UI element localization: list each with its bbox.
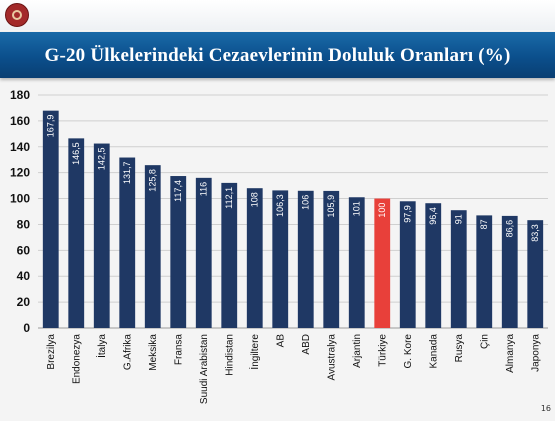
bar (170, 176, 187, 328)
bar-chart: 0 20 40 60 80 100 120 140 160 180 167,9 Brezilya 146… (10, 88, 548, 404)
y-tick-label: 100 (10, 192, 30, 206)
x-tick-label: Avustralya (326, 334, 337, 381)
y-tick-label: 160 (10, 114, 30, 128)
data-label: 108 (250, 192, 260, 207)
bar (450, 210, 467, 328)
bar (42, 110, 59, 328)
x-tick-label: Endonezya (71, 334, 82, 384)
bar (323, 190, 340, 328)
data-label: 142,5 (97, 148, 107, 171)
data-label: 167,9 (46, 115, 56, 138)
bar (246, 188, 263, 328)
ministry-emblem-icon (5, 3, 29, 27)
bar (221, 182, 238, 328)
bar (93, 143, 110, 328)
bar (527, 220, 544, 328)
x-tick-label: Rusya (454, 334, 465, 363)
bar (501, 215, 518, 328)
y-tick-label: 40 (17, 269, 31, 283)
chart-area: 0 20 40 60 80 100 120 140 160 180 167,9 Brezilya 146… (0, 84, 555, 416)
data-label: 105,9 (326, 195, 336, 218)
data-label: 116 (199, 182, 209, 196)
data-label: 112,1 (224, 187, 234, 209)
y-tick-label: 120 (10, 166, 30, 180)
y-tick-label: 0 (23, 321, 30, 335)
bar (119, 157, 136, 328)
bar (476, 215, 493, 328)
top-strip (0, 0, 555, 30)
data-label: 146,5 (71, 142, 81, 165)
x-tick-label: Kanada (428, 334, 439, 369)
data-label: 101 (352, 201, 362, 216)
data-label: 106,3 (275, 194, 285, 217)
bar (272, 190, 289, 328)
data-label: 106 (301, 195, 311, 210)
data-label: 100 (377, 203, 387, 218)
x-tick-label: Çin (479, 334, 490, 349)
x-tick-label: Suudi Arabistan (199, 334, 210, 404)
x-tick-label: Türkiye (377, 334, 388, 367)
y-tick-label: 80 (17, 217, 31, 231)
page-number: 16 (540, 404, 551, 413)
bar (195, 177, 212, 328)
y-tick-label: 60 (17, 243, 31, 257)
data-label: 97,9 (403, 205, 413, 223)
title-banner (0, 32, 555, 78)
bar (348, 197, 365, 328)
data-label: 96,4 (428, 207, 438, 225)
bar (374, 198, 391, 328)
data-label: 131,7 (122, 162, 132, 185)
bar (297, 190, 314, 328)
bar (144, 165, 161, 328)
data-label: 87 (479, 219, 489, 229)
bar (425, 203, 442, 328)
x-tick-label: ABD (301, 334, 312, 355)
y-tick-label: 180 (10, 88, 30, 102)
data-label: 91 (454, 214, 464, 224)
x-tick-label: Meksika (148, 334, 159, 371)
x-tick-label: Brezilya (46, 334, 57, 370)
x-tick-label: İngiltere (248, 334, 261, 370)
bar (68, 138, 85, 328)
x-tick-label: Fransa (173, 334, 184, 366)
x-tick-label: G. Kore (403, 334, 414, 369)
data-label: 83,3 (530, 224, 540, 242)
x-tick-label: AB (275, 334, 286, 348)
data-label: 125,8 (148, 169, 158, 192)
bar (399, 201, 416, 328)
x-tick-label: Hindistan (224, 334, 235, 376)
y-tick-label: 20 (17, 295, 31, 309)
data-label: 86,6 (505, 220, 515, 238)
x-tick-label: G.Afrika (122, 334, 133, 371)
x-tick-label: Arjantin (352, 334, 363, 368)
y-tick-label: 140 (10, 140, 30, 154)
x-tick-label: İtalya (95, 334, 108, 358)
slide-title: G-20 Ülkelerindeki Cezaevlerinin Doluluk… (44, 45, 511, 66)
x-tick-label: Almanya (505, 334, 516, 373)
data-label: 117,4 (173, 180, 183, 202)
x-tick-label: Japonya (530, 334, 541, 372)
